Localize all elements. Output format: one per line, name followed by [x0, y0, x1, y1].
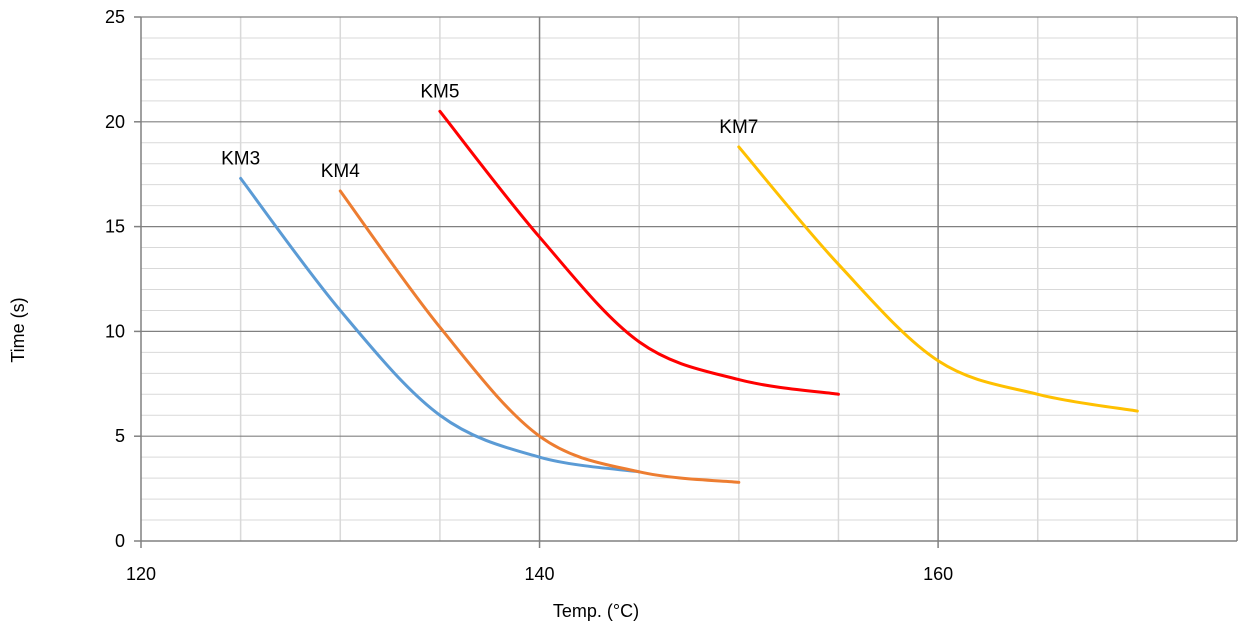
series-lines — [239, 109, 1139, 484]
y-tick-label: 5 — [115, 426, 125, 446]
y-tick-label: 0 — [115, 531, 125, 551]
series-label-km7: KM7 — [719, 117, 758, 138]
minor-gridlines — [141, 17, 1238, 541]
major-gridlines — [141, 16, 1238, 541]
series-line-km5 — [438, 109, 840, 396]
series-labels: KM3 KM4 KM5 KM7 — [221, 81, 758, 182]
x-tick-label: 120 — [126, 564, 156, 584]
y-tick-label: 25 — [105, 7, 125, 27]
x-axis-title: Temp. (°C) — [553, 601, 639, 621]
series-label-km5: KM5 — [420, 81, 459, 102]
y-tick-label: 20 — [105, 112, 125, 132]
series-line-km3 — [239, 176, 641, 474]
series-label-km3: KM3 — [221, 148, 260, 169]
axes — [134, 16, 1237, 548]
x-tick-label: 160 — [923, 564, 953, 584]
series-label-km4: KM4 — [321, 161, 361, 182]
series-line-km4 — [338, 189, 741, 484]
series-line-km7 — [737, 145, 1139, 413]
y-tick-label: 15 — [105, 217, 125, 237]
x-tick-label: 140 — [525, 564, 555, 584]
y-tick-label: 10 — [105, 321, 125, 341]
tick-labels: 0 5 10 15 20 25 120 140 160 — [105, 7, 953, 584]
y-axis-title: Time (s) — [8, 297, 28, 362]
